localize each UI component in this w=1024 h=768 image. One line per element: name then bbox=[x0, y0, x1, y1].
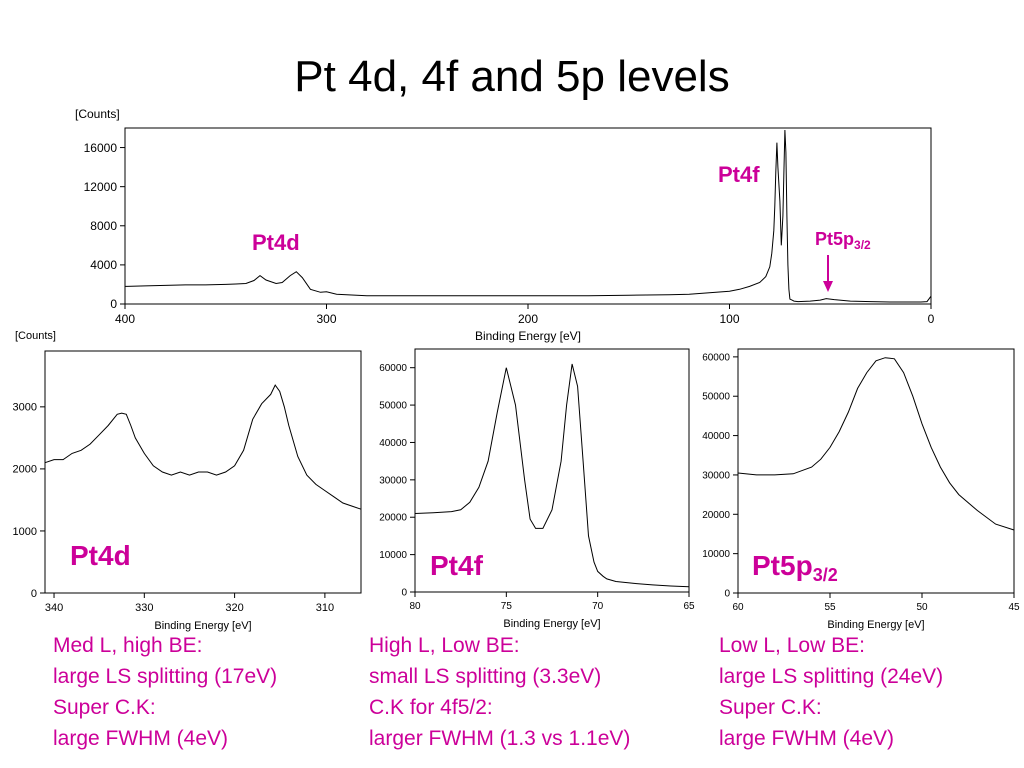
pt4d-spectrum-line bbox=[44, 384, 362, 510]
x-tick-label: 200 bbox=[518, 312, 538, 326]
x-tick-label: 65 bbox=[683, 601, 695, 612]
y-tick-label: 12000 bbox=[84, 180, 118, 194]
x-tick-label: 300 bbox=[316, 312, 336, 326]
y-axis-label: [Counts] bbox=[15, 330, 56, 342]
pt5p-main-text: Pt5p bbox=[815, 229, 854, 249]
pt5p-arrow bbox=[823, 255, 833, 292]
x-tick-label: 310 bbox=[316, 602, 334, 614]
y-tick-label: 0 bbox=[724, 589, 730, 600]
page-title: Pt 4d, 4f and 5p levels bbox=[294, 52, 730, 101]
x-tick-label: 55 bbox=[824, 602, 836, 613]
plot-frame bbox=[414, 348, 690, 593]
pt4f-peak-label: Pt4f bbox=[718, 162, 760, 187]
x-axis-label: Binding Energy [eV] bbox=[503, 618, 600, 630]
pt5p-subscript: 3/2 bbox=[854, 238, 871, 252]
note-line: large FWHM (4eV) bbox=[719, 727, 895, 750]
pt4d-peak-label: Pt4d bbox=[252, 230, 300, 255]
y-tick-label: 0 bbox=[401, 588, 407, 599]
pt5p-subscript: 3/2 bbox=[813, 565, 838, 585]
y-tick-label: 0 bbox=[31, 588, 37, 600]
plot-frame bbox=[737, 348, 1015, 594]
y-tick-label: 10000 bbox=[379, 550, 407, 561]
y-tick-label: 40000 bbox=[379, 438, 407, 449]
x-tick-label: 45 bbox=[1008, 602, 1020, 613]
x-axis-label: Binding Energy [eV] bbox=[475, 329, 581, 343]
note-line: Med L, high BE: bbox=[53, 634, 203, 657]
note-line: large LS splitting (17eV) bbox=[53, 665, 278, 688]
pt4f-spectrum-line bbox=[414, 363, 690, 588]
pt5p-notes: Low L, Low BE: large LS splitting (24eV)… bbox=[719, 630, 943, 754]
y-tick-label: 0 bbox=[110, 297, 117, 311]
note-line: Super C.K: bbox=[53, 696, 156, 719]
pt4d-notes: Med L, high BE: large LS splitting (17eV… bbox=[53, 630, 277, 754]
x-tick-label: 320 bbox=[225, 602, 243, 614]
note-line: Low L, Low BE: bbox=[719, 634, 865, 657]
y-tick-label: 20000 bbox=[702, 510, 730, 521]
x-tick-label: 400 bbox=[115, 312, 135, 326]
note-line: large LS splitting (24eV) bbox=[719, 665, 944, 688]
y-tick-label: 60000 bbox=[379, 363, 407, 374]
pt5p-spectrum-line bbox=[737, 357, 1015, 531]
y-tick-label: 4000 bbox=[90, 258, 117, 272]
x-tick-label: 60 bbox=[732, 602, 744, 613]
x-tick-label: 340 bbox=[45, 602, 63, 614]
x-tick-label: 75 bbox=[501, 601, 513, 612]
y-tick-label: 60000 bbox=[702, 352, 730, 363]
x-axis-label: Binding Energy [eV] bbox=[827, 619, 924, 631]
x-axis-label: Binding Energy [eV] bbox=[154, 620, 251, 632]
pt5p-peak-label: Pt5p3/2 bbox=[815, 229, 871, 252]
y-tick-label: 40000 bbox=[702, 431, 730, 442]
x-tick-label: 100 bbox=[719, 312, 739, 326]
y-tick-label: 30000 bbox=[702, 470, 730, 481]
y-tick-label: 16000 bbox=[84, 141, 118, 155]
y-tick-label: 10000 bbox=[702, 549, 730, 560]
x-tick-label: 70 bbox=[592, 601, 604, 612]
pt5p-main-text: Pt5p bbox=[752, 550, 813, 581]
survey-chart: [Counts] 0 4000 8000 12000 16000 400 300 200 100… bbox=[75, 107, 935, 343]
pt4d-chart: [Counts] 0 1000 2000 3000 340 330 320 310 Bindi… bbox=[13, 330, 362, 632]
y-tick-label: 2000 bbox=[13, 464, 37, 476]
y-tick-label: 30000 bbox=[379, 475, 407, 486]
x-tick-label: 50 bbox=[916, 602, 928, 613]
y-tick-label: 8000 bbox=[90, 219, 117, 233]
x-tick-label: 80 bbox=[409, 601, 421, 612]
note-line: small LS splitting (3.3eV) bbox=[369, 665, 602, 688]
y-tick-label: 20000 bbox=[379, 513, 407, 524]
note-line: Super C.K: bbox=[719, 696, 822, 719]
y-tick-label: 3000 bbox=[13, 402, 37, 414]
pt4d-panel-label: Pt4d bbox=[70, 540, 131, 571]
plot-frame bbox=[124, 127, 932, 305]
note-line: large FWHM (4eV) bbox=[53, 727, 229, 750]
y-tick-label: 50000 bbox=[702, 392, 730, 403]
plot-frame bbox=[44, 350, 362, 594]
x-tick-label: 0 bbox=[928, 312, 935, 326]
note-line: larger FWHM (1.3 vs 1.1eV) bbox=[369, 727, 631, 750]
pt4f-notes: High L, Low BE: small LS splitting (3.3e… bbox=[369, 630, 630, 754]
note-line: C.K for 4f5/2: bbox=[369, 696, 493, 719]
y-tick-label: 50000 bbox=[379, 401, 407, 412]
note-line: High L, Low BE: bbox=[369, 634, 520, 657]
x-tick-label: 330 bbox=[135, 602, 153, 614]
y-tick-label: 1000 bbox=[13, 526, 37, 538]
y-axis-label: [Counts] bbox=[75, 107, 120, 121]
survey-spectrum-line bbox=[124, 129, 932, 303]
pt4f-panel-label: Pt4f bbox=[430, 550, 484, 581]
pt5p-panel-label: Pt5p3/2 bbox=[752, 550, 838, 585]
